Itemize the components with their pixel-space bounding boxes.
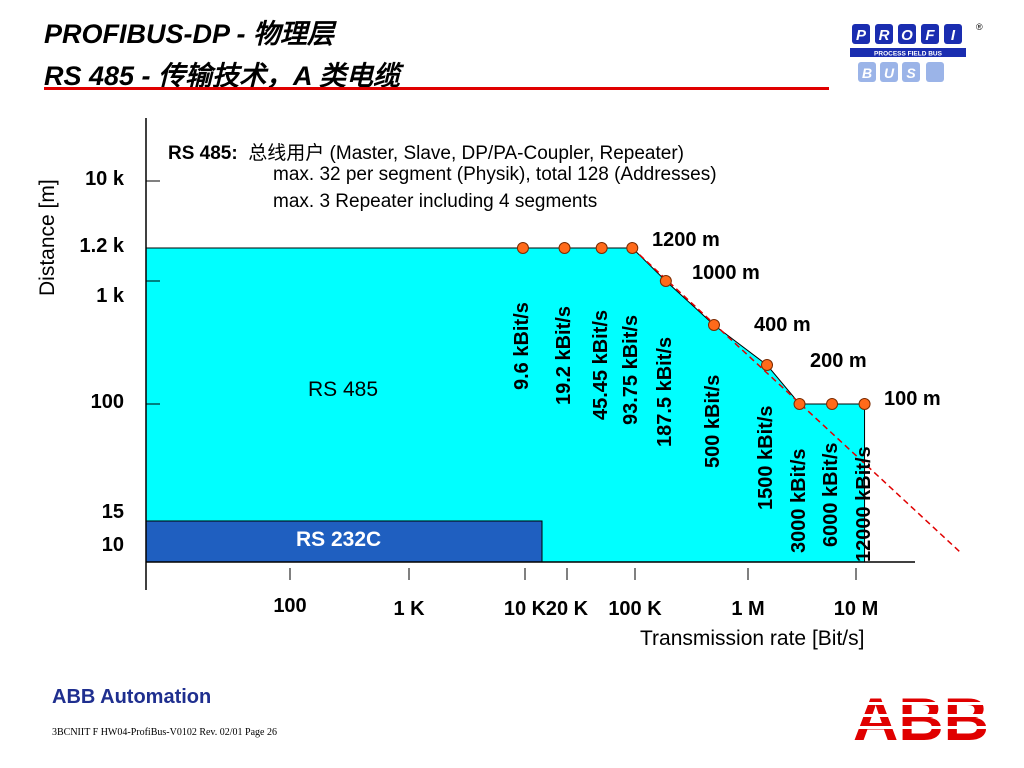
svg-text:U: U (884, 65, 895, 81)
note-line1-head: RS 485: (168, 143, 238, 164)
data-point (826, 398, 839, 410)
title-underline (44, 87, 829, 90)
x-axis-title: Transmission rate [Bit/s] (640, 627, 865, 650)
data-point (516, 242, 529, 254)
x-tick-label: 20 K (545, 598, 589, 620)
x-tick-label: 100 (273, 595, 307, 617)
rate-label: 12000 kBit/s (852, 446, 875, 562)
abb-logo: ABB (852, 690, 990, 744)
rs485-region-label: RS 485 (308, 378, 379, 401)
logo-registered-mark: ® (976, 22, 983, 32)
rate-label: 9.6 kBit/s (510, 302, 533, 390)
rate-label: 3000 kBit/s (787, 448, 810, 553)
distance-label: 100 m (884, 388, 941, 410)
data-point (858, 398, 871, 410)
distance-label: 1200 m (652, 229, 720, 251)
svg-text:O: O (901, 27, 913, 44)
svg-text:F: F (925, 27, 935, 44)
y-tick-label: 10 (101, 534, 124, 556)
logo-letter-b: B (858, 62, 876, 82)
rate-label: 6000 kBit/s (820, 442, 843, 547)
logo-letter-r: R (875, 24, 893, 44)
svg-text:B: B (862, 65, 872, 81)
data-point (707, 319, 720, 331)
logo-letter-o: O (898, 24, 916, 44)
svg-text:I: I (951, 27, 956, 44)
page-title-line1: PROFIBUS-DP - 物理层 (44, 19, 334, 49)
svg-text:R: R (879, 27, 890, 44)
distance-label: 400 m (754, 314, 811, 336)
footer-brand: ABB Automation (52, 686, 212, 708)
x-tick-label: 100 K (608, 598, 662, 620)
rate-label: 19.2 kBit/s (552, 306, 575, 405)
x-tick-label: 10 K (503, 598, 547, 620)
rate-label: 1500 kBit/s (755, 405, 778, 510)
note-line1-body: 总线用户 (Master, Slave, DP/PA-Coupler, Repe… (248, 143, 685, 164)
data-point (659, 275, 672, 287)
y-tick-label: 1.2 k (79, 235, 124, 257)
distance-label: 200 m (810, 350, 867, 372)
logo-letter-u: U (880, 62, 898, 82)
rs232c-region-label: RS 232C (296, 528, 382, 551)
logo-tagline: PROCESS FIELD BUS (874, 51, 943, 58)
logo-letter-p: P (852, 24, 870, 44)
y-tick-label: 1 k (96, 285, 124, 307)
svg-text:P: P (856, 27, 867, 44)
x-tick-label: 1 K (393, 598, 425, 620)
svg-text:S: S (906, 65, 916, 81)
x-tick-label: 10 M (833, 598, 879, 620)
data-point (626, 242, 639, 254)
logo-letter-s: S (902, 62, 920, 82)
footer-reference: 3BCNIIT F HW04-ProfiBus-V0102 Rev. 02/01… (52, 727, 277, 738)
logo-letter-f: F (921, 24, 939, 44)
rate-label: 45.45 kBit/s (589, 309, 612, 420)
rs232c-area (145, 520, 543, 563)
y-tick-label: 15 (101, 501, 124, 523)
y-tick-label: 100 (90, 391, 124, 413)
data-point (793, 398, 806, 410)
distance-label: 1000 m (692, 262, 760, 284)
logo-letter-i: I (944, 24, 962, 44)
rate-label: 93.75 kBit/s (620, 314, 643, 425)
y-axis-title: Distance [m] (36, 179, 59, 296)
rate-label: 500 kBit/s (701, 374, 724, 468)
rate-label: 187.5 kBit/s (653, 336, 676, 447)
data-point (761, 359, 774, 371)
note-line3: max. 3 Repeater including 4 segments (273, 191, 598, 212)
note-line2: max. 32 per segment (Physik), total 128 … (273, 164, 717, 185)
page-title-line2: RS 485 - 传输技术，A 类电缆 (44, 61, 401, 91)
note-line1: RS 485: 总线用户 (Master, Slave, DP/PA-Coupl… (168, 138, 684, 165)
data-point (595, 242, 608, 254)
y-tick-label: 10 k (85, 168, 124, 190)
x-tick-label: 1 M (731, 598, 765, 620)
data-point (558, 242, 571, 254)
